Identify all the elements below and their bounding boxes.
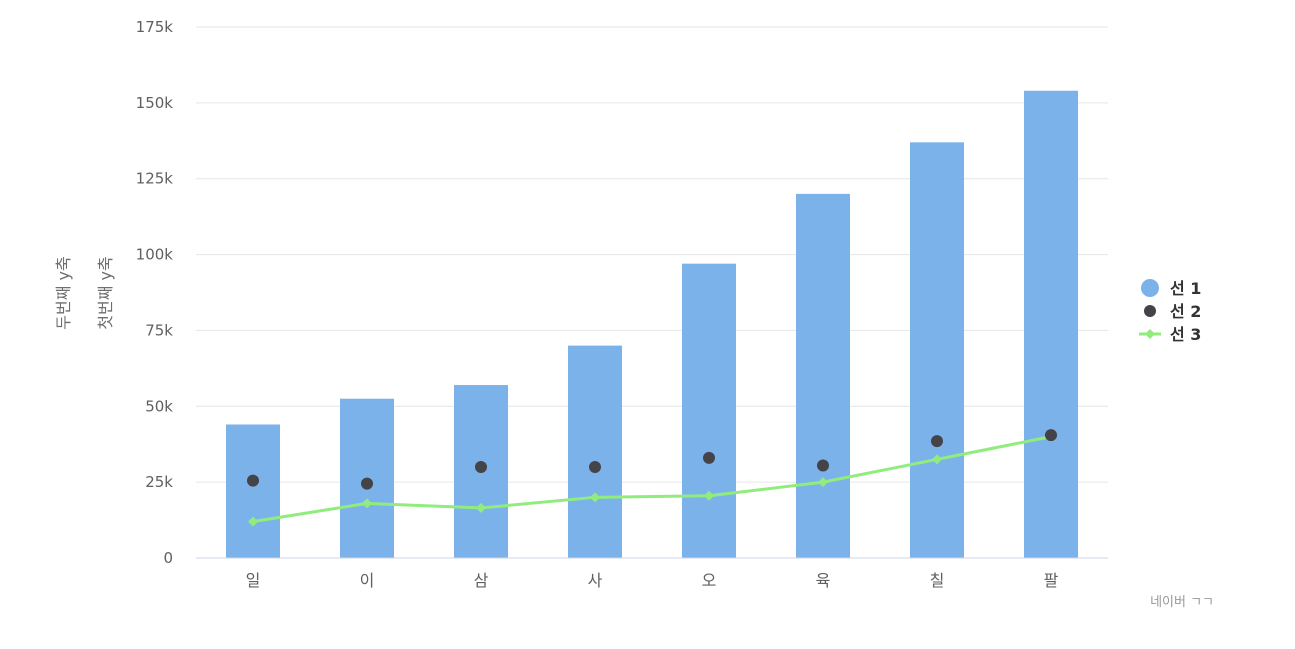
x-tick-label: 팔 — [1044, 571, 1059, 590]
line-marker[interactable] — [362, 498, 372, 509]
bar[interactable] — [226, 424, 280, 558]
bar[interactable] — [682, 263, 736, 558]
scatter-point[interactable] — [475, 460, 487, 473]
scatter-point[interactable] — [703, 451, 715, 464]
y-tick-label: 175k — [136, 18, 174, 36]
line-marker[interactable] — [248, 516, 258, 527]
x-tick-label: 육 — [816, 571, 831, 590]
bar[interactable] — [796, 193, 850, 558]
legend: 선 1 선 2 선 3 — [1139, 279, 1201, 344]
scatter-point[interactable] — [361, 477, 373, 490]
x-tick-label: 이 — [360, 571, 375, 590]
scatter-point[interactable] — [1045, 429, 1057, 442]
scatter-point[interactable] — [589, 460, 601, 473]
y-tick-label: 25k — [145, 473, 173, 491]
x-tick-label: 사 — [588, 571, 603, 590]
scatter-point[interactable] — [247, 474, 259, 487]
line-marker[interactable] — [932, 454, 942, 465]
legend-symbol-bar — [1141, 279, 1159, 297]
legend-symbol-scatter — [1144, 305, 1156, 317]
line-marker[interactable] — [590, 492, 600, 503]
line-marker[interactable] — [704, 490, 714, 501]
credit-text[interactable]: 네이버 ㄱㄱ — [1150, 595, 1214, 610]
grid — [196, 26, 1108, 483]
legend-label[interactable]: 선 2 — [1170, 302, 1201, 321]
legend-symbol-diamond — [1145, 329, 1155, 339]
legend-label[interactable]: 선 3 — [1170, 325, 1201, 344]
line-series — [248, 431, 1056, 527]
legend-label[interactable]: 선 1 — [1170, 279, 1201, 298]
line-marker[interactable] — [476, 502, 486, 513]
y-tick-label: 0 — [163, 549, 173, 567]
x-tick-label: 오 — [702, 571, 717, 590]
y-tick-label: 125k — [136, 170, 174, 188]
y-axis-title-secondary: 두번째 y축 — [54, 256, 73, 329]
y-tick-label: 50k — [145, 397, 173, 415]
line-marker[interactable] — [818, 477, 828, 488]
scatter-series — [247, 429, 1057, 490]
y-axis-title: 첫번째 y축 — [96, 256, 115, 329]
y-axis-ticks: 0 25k 50k 75k 100k 125k 150k 175k — [136, 18, 174, 567]
series-line[interactable] — [252, 435, 1052, 524]
scatter-point[interactable] — [931, 435, 943, 448]
bar[interactable] — [568, 345, 622, 558]
x-tick-label: 일 — [246, 571, 261, 590]
x-tick-label: 칠 — [930, 571, 945, 590]
scatter-point[interactable] — [817, 459, 829, 472]
y-tick-label: 75k — [145, 321, 173, 339]
y-tick-label: 150k — [136, 94, 174, 112]
bar[interactable] — [910, 142, 964, 558]
y-tick-label: 100k — [136, 246, 174, 264]
bar-series — [226, 90, 1078, 558]
x-tick-label: 삼 — [474, 571, 489, 590]
bar[interactable] — [1024, 90, 1078, 558]
